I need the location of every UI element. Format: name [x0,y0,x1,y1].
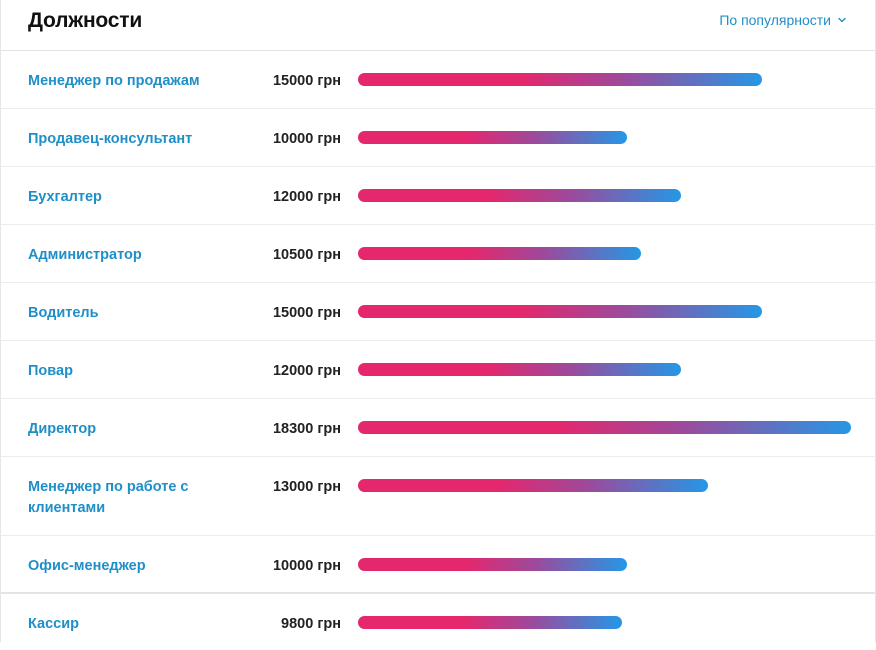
salary-bar [358,363,681,376]
position-link[interactable]: Директор [28,421,97,437]
position-salary: 10000 грн [272,558,341,574]
position-row: Директор 18300 грн [1,399,875,457]
position-link[interactable]: Повар [28,363,73,379]
position-salary: 15000 грн [272,305,341,321]
salary-bar [358,479,708,492]
position-row: Администратор 10500 грн [1,225,875,283]
sort-label: По популярности [719,12,831,28]
salary-bar [358,558,627,571]
position-link[interactable]: Бухгалтер [28,189,102,205]
panel-title: Должности [28,9,143,32]
position-salary: 10500 грн [272,247,341,263]
position-link[interactable]: Кассир [28,616,79,632]
position-link[interactable]: Менеджер по продажам [28,73,200,89]
salary-bar [358,305,762,318]
position-link[interactable]: Водитель [28,305,99,321]
sort-dropdown[interactable]: По популярности [719,12,847,28]
position-link[interactable]: Администратор [28,247,142,263]
salary-bar [358,189,681,202]
position-row: Офис-менеджер 10000 грн [1,536,875,594]
position-salary: 13000 грн [272,479,341,495]
position-row: Менеджер по продажам 15000 грн [1,51,875,109]
salary-bar [358,131,627,144]
position-row: Менеджер по работе с клиентами 13000 грн [1,457,875,536]
position-salary: 18300 грн [272,421,341,437]
position-row: Продавец-консультант 10000 грн [1,109,875,167]
position-row: Водитель 15000 грн [1,283,875,341]
position-link[interactable]: Продавец-консультант [28,131,193,147]
position-link[interactable]: Менеджер по работе с клиентами [28,479,189,516]
position-salary: 12000 грн [272,189,341,205]
salary-bar [358,247,641,260]
position-salary: 15000 грн [272,73,341,89]
position-link[interactable]: Офис-менеджер [28,558,146,574]
chevron-down-icon [838,17,846,23]
panel-header: Должности По популярности [1,0,875,51]
position-salary: 9800 грн [281,616,341,632]
salary-bar [358,421,851,434]
position-row: Кассир 9800 грн [1,594,875,650]
position-salary: 12000 грн [272,363,341,379]
salary-bar [358,616,622,629]
position-row: Бухгалтер 12000 грн [1,167,875,225]
position-row: Повар 12000 грн [1,341,875,399]
position-salary: 10000 грн [272,131,341,147]
salary-bar [358,73,762,86]
